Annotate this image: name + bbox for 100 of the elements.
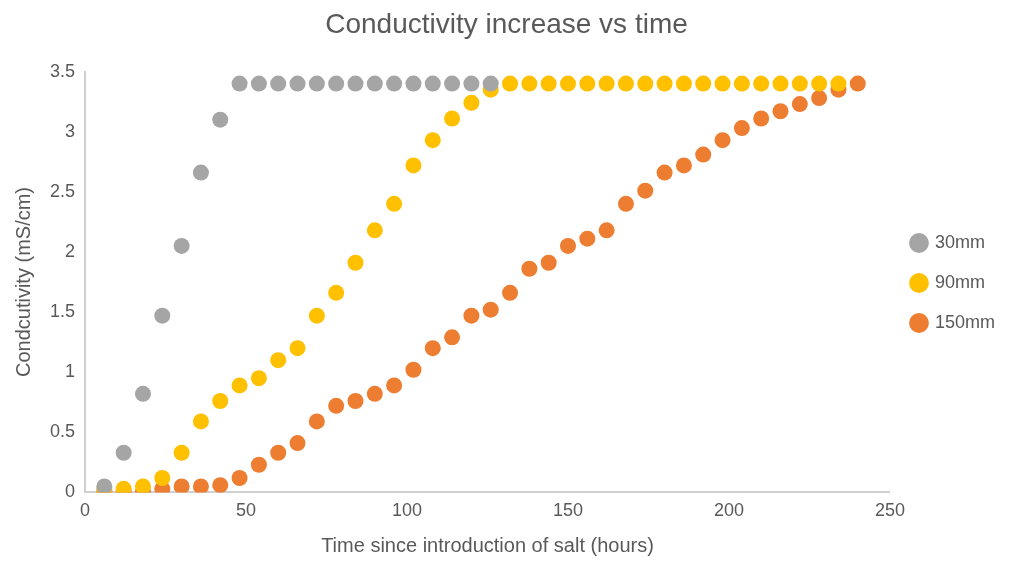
point (173, 444, 190, 461)
point (328, 75, 345, 92)
y-tick-label: 1 (65, 361, 76, 382)
point (560, 237, 576, 254)
x-tick-label: 0 (80, 500, 91, 521)
point (714, 75, 731, 92)
point (289, 340, 306, 357)
point (617, 195, 634, 212)
point (250, 370, 267, 387)
point (463, 75, 480, 92)
point (347, 254, 364, 271)
x-tick-label: 50 (236, 500, 257, 521)
x-tick-label: 200 (713, 500, 745, 521)
point (231, 75, 248, 92)
point (502, 75, 519, 92)
point (637, 75, 654, 92)
point (656, 164, 673, 181)
point (386, 195, 403, 212)
y-tick-label: 3.5 (49, 60, 76, 81)
point (289, 75, 306, 92)
point (695, 75, 712, 92)
point (791, 75, 808, 92)
point (579, 75, 596, 92)
point (424, 132, 441, 149)
point (250, 456, 267, 473)
y-tick-label: 0 (65, 481, 76, 502)
point (482, 301, 499, 318)
x-axis-title: Time since introduction of salt (hours) (321, 533, 654, 556)
point (308, 75, 325, 92)
y-tick-label: 2.5 (49, 180, 76, 201)
point (444, 75, 461, 92)
point (308, 413, 325, 430)
chart-title: Conductivity increase vs time (325, 7, 688, 39)
point (753, 110, 770, 127)
point (444, 110, 461, 127)
point (386, 377, 403, 394)
point (772, 75, 789, 92)
point (347, 393, 364, 410)
point (791, 96, 808, 113)
point (270, 444, 287, 461)
point (521, 75, 538, 92)
point (695, 146, 712, 163)
point (347, 75, 364, 92)
point (289, 435, 306, 452)
point (772, 103, 789, 120)
point (386, 75, 403, 92)
point (753, 75, 770, 92)
point (463, 307, 480, 324)
point (482, 75, 499, 92)
legend-label: 30mm (934, 231, 985, 252)
point (579, 230, 596, 247)
point (154, 469, 171, 486)
point (231, 377, 248, 394)
point (405, 157, 422, 174)
point (308, 307, 325, 324)
point (502, 284, 519, 301)
y-tick-label: 1.5 (49, 301, 76, 322)
point (192, 413, 209, 430)
x-tick-label: 100 (391, 500, 423, 521)
point (424, 340, 441, 357)
point (830, 75, 847, 92)
point (231, 469, 248, 486)
legend-label: 150mm (934, 311, 996, 332)
point (598, 75, 615, 92)
point (366, 385, 383, 402)
point (212, 111, 229, 128)
point (463, 94, 480, 111)
legend-label: 90mm (934, 271, 985, 292)
point (637, 182, 654, 199)
point (212, 393, 229, 410)
point (250, 75, 267, 92)
y-axis-title: Condcutivity (mS/cm) (11, 186, 34, 378)
x-tick-label: 250 (874, 500, 905, 521)
point (173, 237, 190, 254)
point (366, 222, 383, 239)
point (540, 75, 557, 92)
point (714, 132, 731, 149)
x-tick-label: 150 (552, 500, 584, 521)
point (192, 164, 209, 181)
point (733, 75, 750, 92)
y-tick-label: 3 (65, 120, 76, 141)
point (154, 307, 171, 324)
point (424, 75, 441, 92)
point (560, 75, 576, 92)
point (134, 385, 151, 402)
point (328, 397, 345, 414)
point (405, 75, 422, 92)
point (849, 75, 866, 92)
point (617, 75, 634, 92)
point (270, 352, 287, 369)
point (212, 477, 229, 493)
point (134, 478, 151, 493)
point (656, 75, 673, 92)
point (675, 157, 692, 174)
point (270, 75, 287, 92)
point (366, 75, 383, 92)
point (405, 361, 422, 378)
point (328, 284, 345, 301)
point (598, 222, 615, 239)
point (444, 329, 461, 346)
